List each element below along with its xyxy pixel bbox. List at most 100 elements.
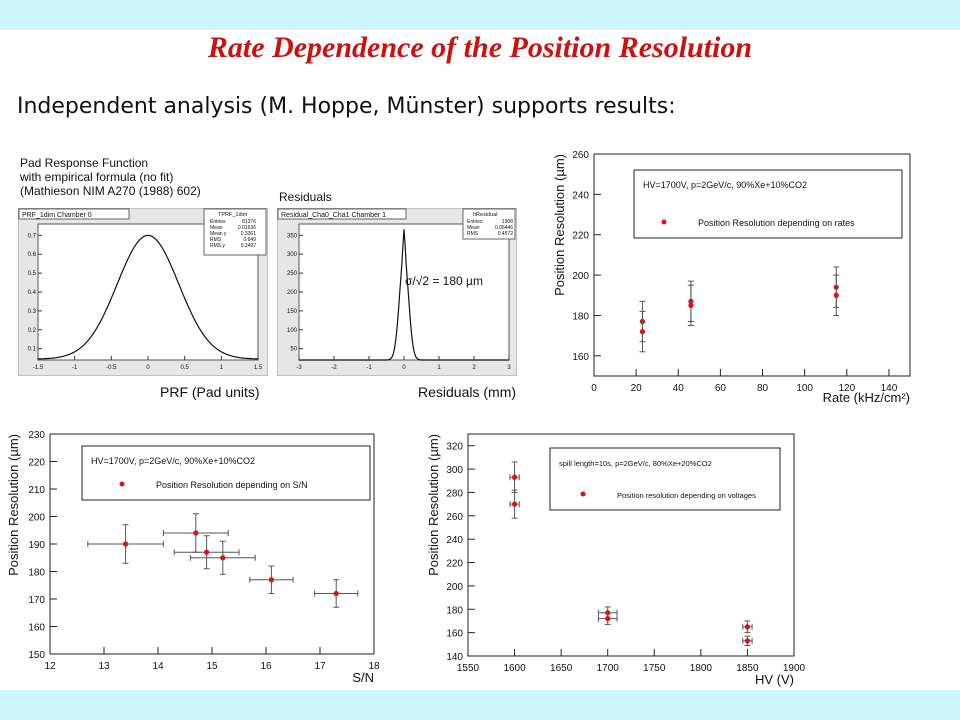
y-tick-label: 260 <box>572 150 589 161</box>
thumb-y-tick-label: 0.2 <box>28 328 37 334</box>
residuals-panel-title: Residual_Cha0_Cha1 Chamber 1 <box>281 212 386 219</box>
x-tick-label: 17 <box>314 661 326 672</box>
x-tick-label: 15 <box>206 661 218 672</box>
thumb-y-tick-label: 0.5 <box>28 271 37 277</box>
legend-marker <box>119 481 125 487</box>
legend-box <box>549 447 781 511</box>
bottom-band <box>0 690 960 720</box>
prf-curve <box>38 234 258 360</box>
y-tick-label: 210 <box>28 485 45 496</box>
data-point <box>511 501 518 507</box>
legend-series-label: Position Resolution depending on rates <box>698 218 855 228</box>
y-tick-label: 220 <box>28 458 45 469</box>
x-tick-label: 120 <box>838 383 855 394</box>
y-tick-label: 190 <box>28 540 45 551</box>
x-axis-label: HV (V) <box>755 672 794 687</box>
thumb-x-tick-label: 0 <box>146 365 150 371</box>
legend-marker <box>580 491 586 497</box>
thumb-y-tick-label: 200 <box>287 290 298 296</box>
thumb-x-tick-label: 0 <box>402 365 406 371</box>
x-tick-label: 140 <box>881 383 898 394</box>
prf-stats-title: TPRF_1dim <box>218 212 248 218</box>
y-tick-label: 180 <box>28 568 45 579</box>
x-tick-label: 40 <box>673 383 685 394</box>
data-point <box>605 616 611 622</box>
y-tick-label: 240 <box>572 190 589 201</box>
residuals-thumbnail: Residual_Cha0_Cha1 Chamber 1 hResidual E… <box>277 208 517 376</box>
thumb-stat-value: 0.3361 <box>241 231 257 237</box>
thumb-y-tick-label: 0.1 <box>28 347 37 353</box>
x-tick-label: 1550 <box>457 663 480 674</box>
y-tick-label: 180 <box>446 605 463 616</box>
x-tick-label: 14 <box>152 661 164 672</box>
y-tick-label: 200 <box>446 582 463 593</box>
prf-caption: Pad Response Function with empirical for… <box>20 156 201 198</box>
thumb-stat-value: 0.06446 <box>495 225 513 231</box>
thumb-x-tick-label: 1.5 <box>254 365 263 371</box>
legend-header: HV=1700V, p=2GeV/c, 90%Xe+10%CO2 <box>91 456 255 466</box>
prf-thumbnail: PRF_1dim Chamber 0 TPRF_1dim Entries 8137… <box>18 208 268 376</box>
thumb-stat-value: 0.4572 <box>498 231 514 237</box>
y-tick-label: 160 <box>572 352 589 363</box>
slide-subtitle: Independent analysis (M. Hoppe, Münster)… <box>17 94 676 119</box>
x-axis-label: Rate (kHz/cm²) <box>823 390 910 405</box>
y-tick-label: 180 <box>572 311 589 322</box>
thumb-stat-label: Mean <box>210 225 223 231</box>
x-tick-label: 20 <box>631 383 643 394</box>
legend-series-label: Position resolution depending on voltage… <box>617 491 756 500</box>
y-tick-label: 140 <box>446 652 463 663</box>
residuals-sigma-annotation: σ/√2 = 180 µm <box>405 274 483 288</box>
thumb-y-tick-label: 350 <box>287 233 298 239</box>
y-tick-label: 200 <box>572 271 589 282</box>
thumb-stat-value: 81376 <box>242 219 256 225</box>
x-tick-label: 12 <box>44 661 56 672</box>
data-point <box>833 292 839 298</box>
thumb-y-tick-label: 0.7 <box>28 233 37 239</box>
legend-series-label: Position Resolution depending on S/N <box>156 480 308 490</box>
y-tick-label: 220 <box>572 231 589 242</box>
y-tick-label: 170 <box>28 595 45 606</box>
y-tick-label: 320 <box>446 442 463 453</box>
thumb-x-tick-label: 1 <box>220 365 224 371</box>
x-axis-label: S/N <box>352 670 374 685</box>
data-point <box>220 555 226 561</box>
rate-chart: 0 20 40 60 80 100 120 140 160 180 200 220 240 260 Rate… <box>552 150 911 405</box>
data-point <box>268 577 274 583</box>
legend-header: HV=1700V, p=2GeV/c, 90%Xe+10%CO2 <box>643 180 807 190</box>
thumb-y-tick-label: 150 <box>287 309 298 315</box>
prf-caption-line: Pad Response Function <box>20 156 149 170</box>
hv-chart: 1550 1600 1650 1700 1750 1800 1850 1900 140 160 18… <box>426 433 806 687</box>
y-tick-label: 240 <box>446 535 463 546</box>
thumb-stat-label: Mean y <box>210 231 227 237</box>
x-tick-label: 18 <box>368 661 380 672</box>
x-tick-label: 1850 <box>736 663 759 674</box>
thumb-x-tick-label: -1 <box>366 365 372 371</box>
x-tick-label: 1600 <box>503 663 526 674</box>
thumb-y-tick-label: 0.3 <box>28 309 37 315</box>
thumb-x-tick-label: -0.5 <box>106 365 117 371</box>
y-tick-label: 280 <box>446 488 463 499</box>
thumb-y-tick-label: 100 <box>287 328 298 334</box>
thumb-stat-label: Mean <box>467 225 480 231</box>
x-tick-label: 80 <box>757 383 769 394</box>
y-tick-label: 200 <box>28 513 45 524</box>
residuals-axis-caption: Residuals (mm) <box>418 384 517 400</box>
y-tick-label: 150 <box>28 650 45 661</box>
y-tick-label: 220 <box>446 559 463 570</box>
y-tick-label: 230 <box>28 430 45 441</box>
thumb-x-tick-label: -1 <box>72 365 78 371</box>
thumb-stat-label: Entries <box>467 219 483 225</box>
legend-marker <box>661 219 667 225</box>
thumb-stat-label: RMS <box>210 237 222 243</box>
data-point <box>744 624 751 630</box>
thumb-y-tick-label: 0.4 <box>28 290 37 296</box>
data-point <box>639 329 646 335</box>
thumb-y-tick-label: 50 <box>290 347 297 353</box>
residuals-stats-title: hResidual <box>473 212 497 218</box>
legend-header: spill length=10s, p=2GeV/c, 80%Xe+20%CO2 <box>559 459 712 468</box>
thumb-y-tick-label: 0.6 <box>28 252 37 258</box>
thumb-stat-value: 1908 <box>502 219 513 225</box>
x-tick-label: 1750 <box>643 663 666 674</box>
legend-box <box>633 169 903 239</box>
y-tick-label: 160 <box>28 623 45 634</box>
